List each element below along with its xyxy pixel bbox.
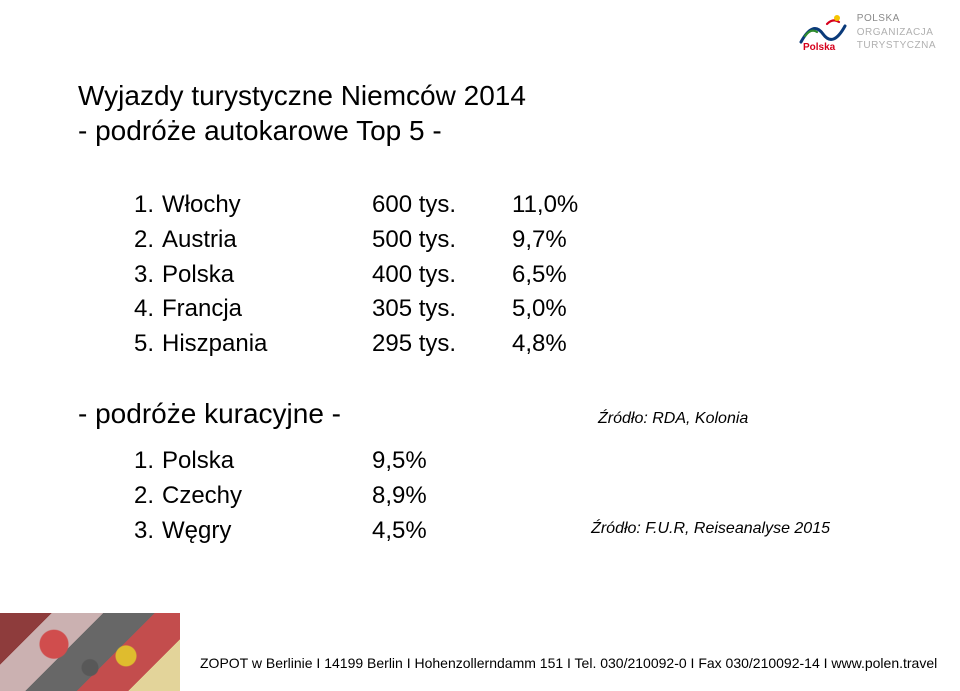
logo-line-2: ORGANIZACJA — [857, 26, 936, 40]
brand-logo: Polska POLSKA ORGANIZACJA TURYSTYCZNA — [799, 12, 936, 53]
table-row: 1. Włochy 600 tys. 11,0% — [134, 188, 882, 223]
table-row: 5. Hiszpania 295 tys. 4,8% — [134, 327, 882, 362]
logo-line-1: POLSKA — [857, 12, 936, 26]
slide-content: Wyjazdy turystyczne Niemców 2014 - podró… — [78, 78, 882, 548]
row-pct: 4,8% — [512, 327, 612, 362]
row-country: Węgry — [162, 514, 372, 549]
table-row: 2. Czechy 8,9% — [134, 479, 882, 514]
footer-contact: ZOPOT w Berlinie I 14199 Berlin I Hohenz… — [200, 655, 937, 671]
row-country: Austria — [162, 223, 372, 258]
title-line-1: Wyjazdy turystyczne Niemców 2014 — [78, 78, 882, 113]
polska-logo-icon: Polska — [799, 12, 847, 52]
table-row: 3. Polska 400 tys. 6,5% — [134, 258, 882, 293]
logo-line-3: TURYSTYCZNA — [857, 39, 936, 53]
row-pct: 6,5% — [512, 258, 612, 293]
slide-title: Wyjazdy turystyczne Niemców 2014 - podró… — [78, 78, 882, 148]
row-qty: 295 tys. — [372, 327, 512, 362]
row-number: 2. — [134, 223, 162, 258]
row-number: 5. — [134, 327, 162, 362]
row-country: Włochy — [162, 188, 372, 223]
row-pct: 9,5% — [372, 444, 472, 479]
row-pct: 11,0% — [512, 188, 612, 223]
row-qty: 600 tys. — [372, 188, 512, 223]
source-fur: Źródło: F.U.R, Reiseanalyse 2015 — [591, 520, 830, 538]
row-number: 2. — [134, 479, 162, 514]
row-number: 1. — [134, 188, 162, 223]
row-pct: 5,0% — [512, 292, 612, 327]
decorative-strip — [0, 613, 180, 691]
logo-wordmark: Polska — [803, 42, 836, 52]
row-qty: 400 tys. — [372, 258, 512, 293]
row-qty: 305 tys. — [372, 292, 512, 327]
row-qty: 500 tys. — [372, 223, 512, 258]
row-country: Hiszpania — [162, 327, 372, 362]
row-pct: 8,9% — [372, 479, 472, 514]
row-pct: 4,5% — [372, 514, 472, 549]
table-row: 4. Francja 305 tys. 5,0% — [134, 292, 882, 327]
row-number: 1. — [134, 444, 162, 479]
row-number: 3. — [134, 514, 162, 549]
row-number: 4. — [134, 292, 162, 327]
sub-heading-row: - podróże kuracyjne - Źródło: RDA, Kolon… — [78, 398, 882, 430]
title-line-2: - podróże autokarowe Top 5 - — [78, 113, 882, 148]
table-row: 1. Polska 9,5% — [134, 444, 882, 479]
logo-org-text: POLSKA ORGANIZACJA TURYSTYCZNA — [857, 12, 936, 53]
row-pct: 9,7% — [512, 223, 612, 258]
row-country: Polska — [162, 444, 372, 479]
row-country: Polska — [162, 258, 372, 293]
row-country: Francja — [162, 292, 372, 327]
top5-table: 1. Włochy 600 tys. 11,0% 2. Austria 500 … — [134, 188, 882, 362]
source-rda: Źródło: RDA, Kolonia — [598, 410, 748, 428]
row-number: 3. — [134, 258, 162, 293]
sub-heading: - podróże kuracyjne - — [78, 398, 598, 430]
row-country: Czechy — [162, 479, 372, 514]
table-row: 2. Austria 500 tys. 9,7% — [134, 223, 882, 258]
